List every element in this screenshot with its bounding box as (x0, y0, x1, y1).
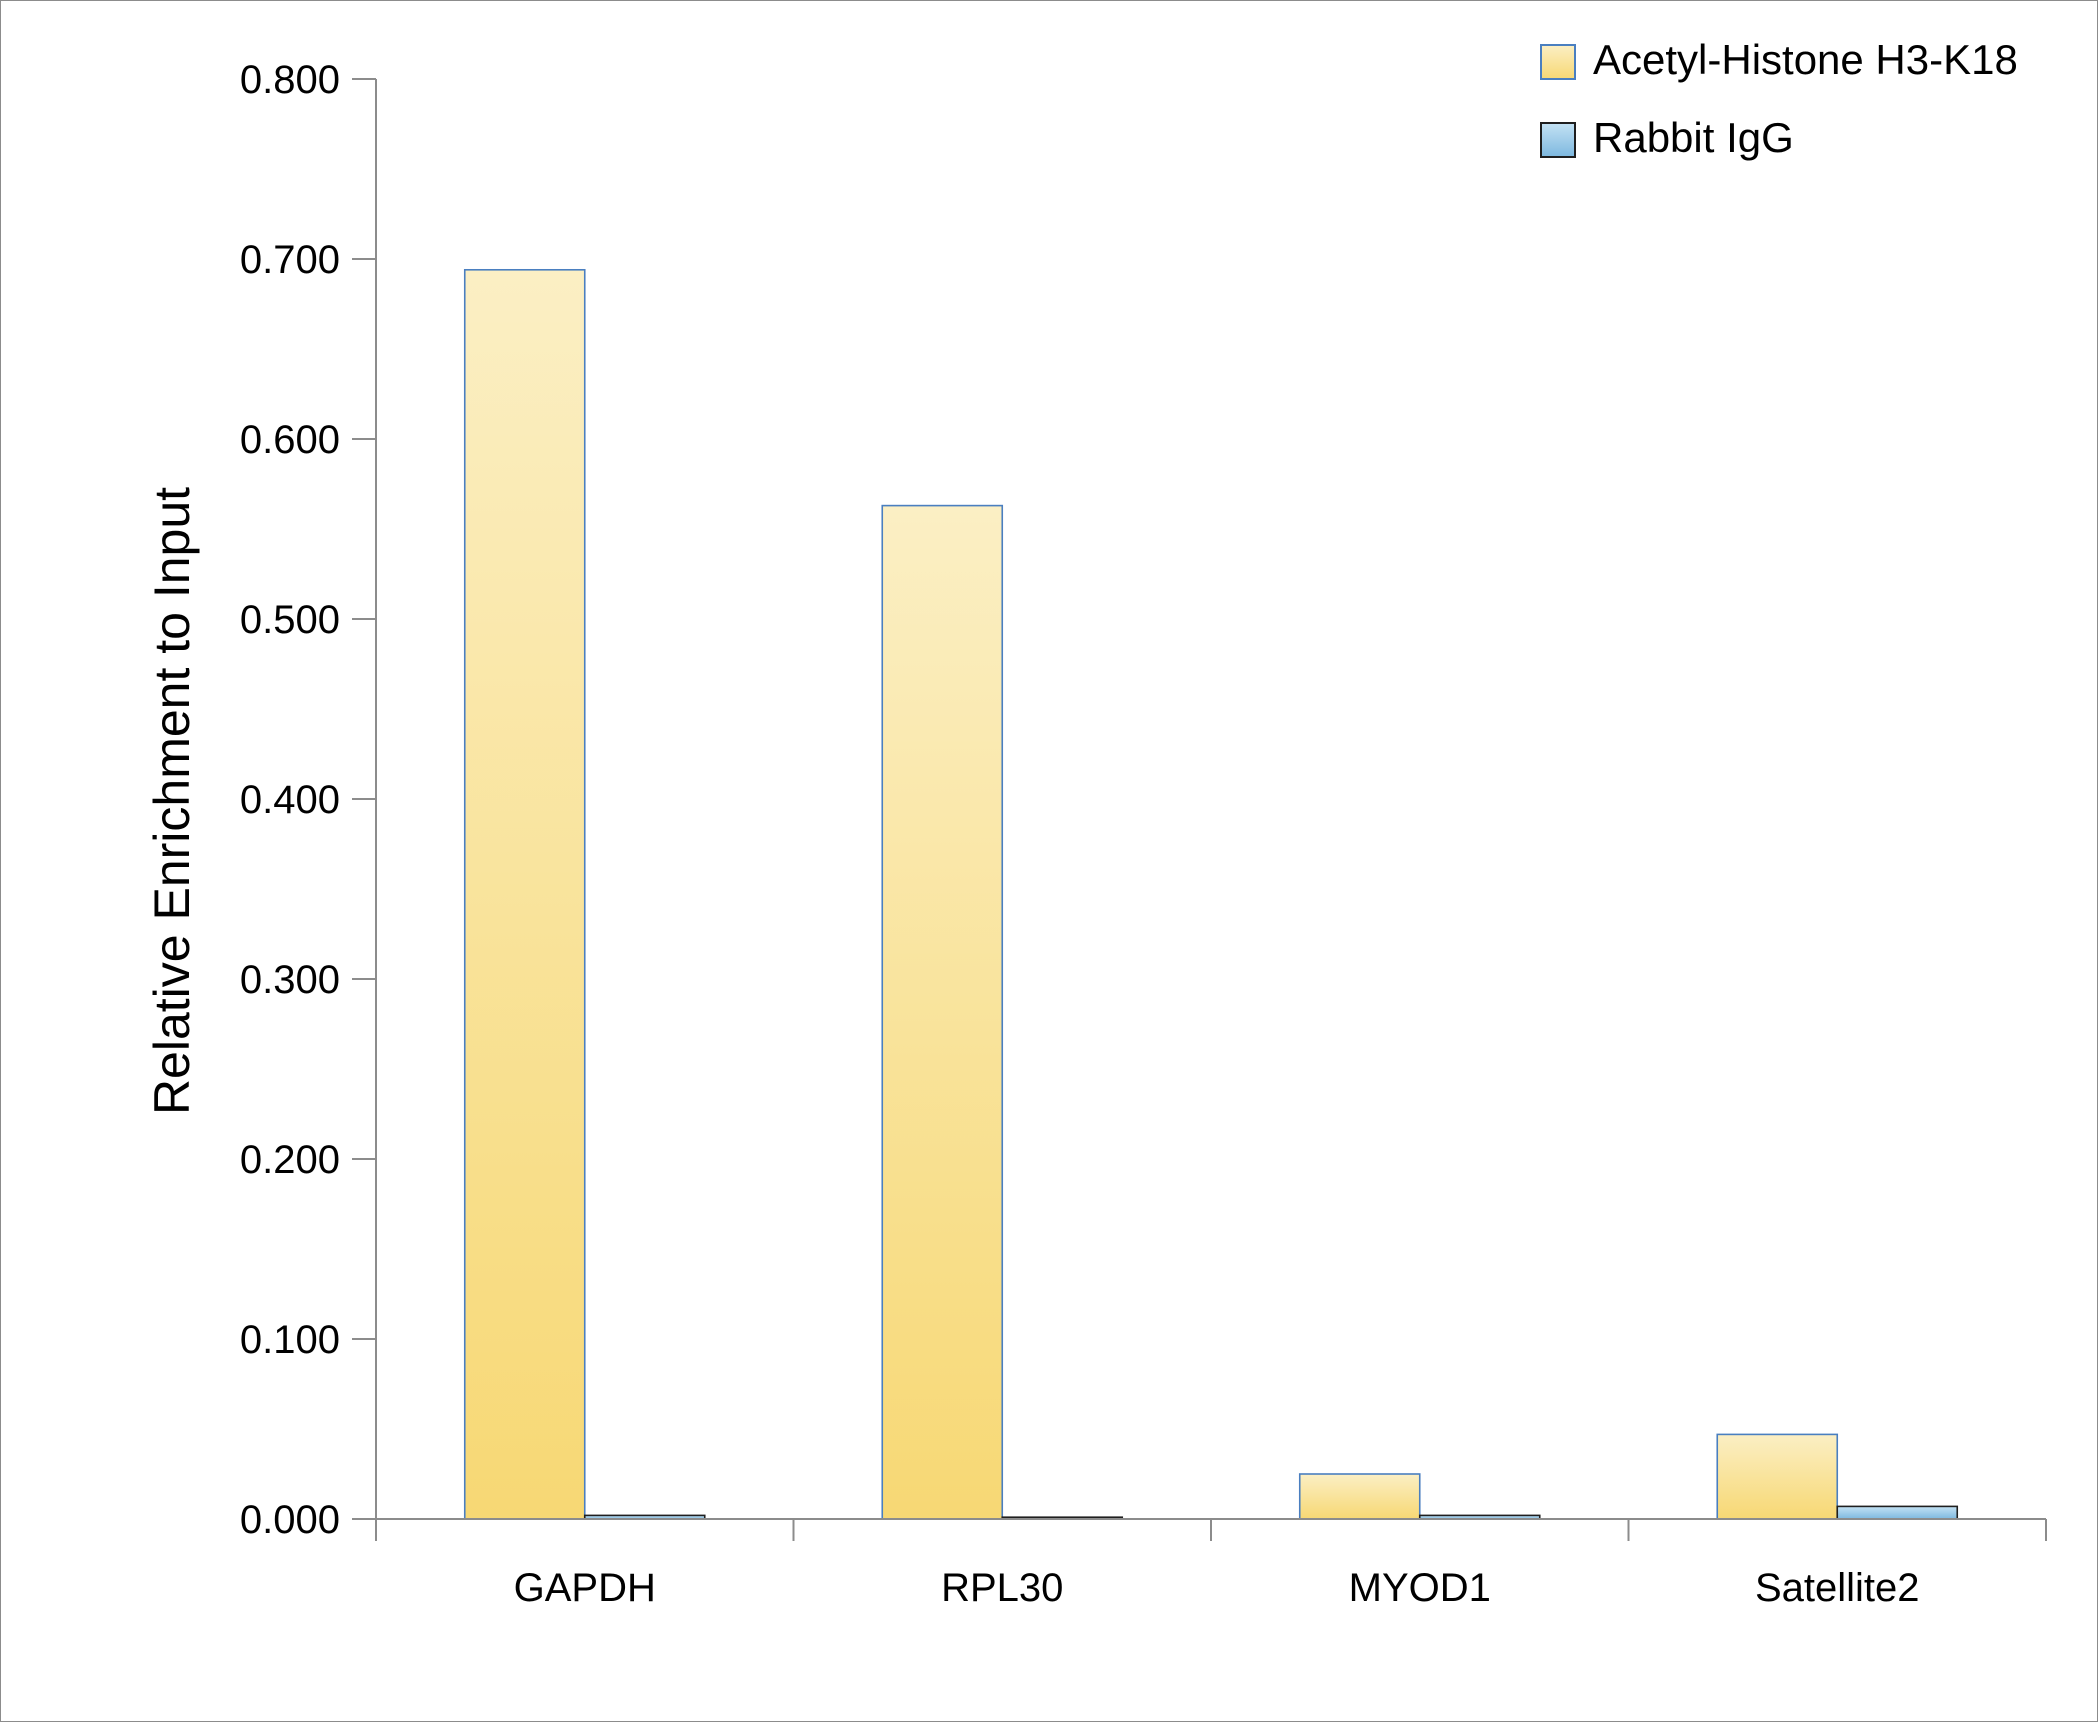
x-category-label: GAPDH (514, 1566, 656, 1610)
legend: Acetyl-Histone H3-K18 Rabbit IgG (1540, 36, 2018, 161)
y-tick-label: 0.200 (240, 1138, 340, 1182)
y-tick-label: 0.500 (240, 598, 340, 642)
y-tick-label: 0.400 (240, 778, 340, 822)
x-category-label: MYOD1 (1349, 1566, 1491, 1610)
y-tick-label: 0.100 (240, 1318, 340, 1362)
legend-label: Acetyl-Histone H3-K18 (1593, 36, 2018, 83)
bars-layer (463, 268, 1959, 1520)
y-tick-label: 0.000 (240, 1498, 340, 1542)
y-axis-title: Relative Enrichment to Input (144, 487, 200, 1115)
bar-rpl30-series-0 (881, 504, 1004, 1520)
y-tick-label: 0.300 (240, 958, 340, 1002)
labels-layer: 0.000 0.100 0.200 0.300 0.400 0.500 0.600 0.700… (240, 58, 1920, 1610)
y-tick-label: 0.700 (240, 238, 340, 282)
bar-satellite2-series-0 (1716, 1433, 1839, 1520)
bar-satellite2-series-1 (1836, 1505, 1959, 1520)
legend-swatch (1540, 122, 1576, 158)
y-tick-label: 0.600 (240, 418, 340, 462)
y-tick-label: 0.800 (240, 58, 340, 102)
legend-label: Rabbit IgG (1593, 114, 1794, 161)
x-category-label: RPL30 (941, 1566, 1063, 1610)
x-category-label: Satellite2 (1755, 1566, 1920, 1610)
bar-myod1-series-0 (1298, 1473, 1421, 1520)
bar-gapdh-series-0 (463, 268, 586, 1520)
legend-swatch (1540, 44, 1576, 80)
axes-layer (352, 78, 2047, 1541)
